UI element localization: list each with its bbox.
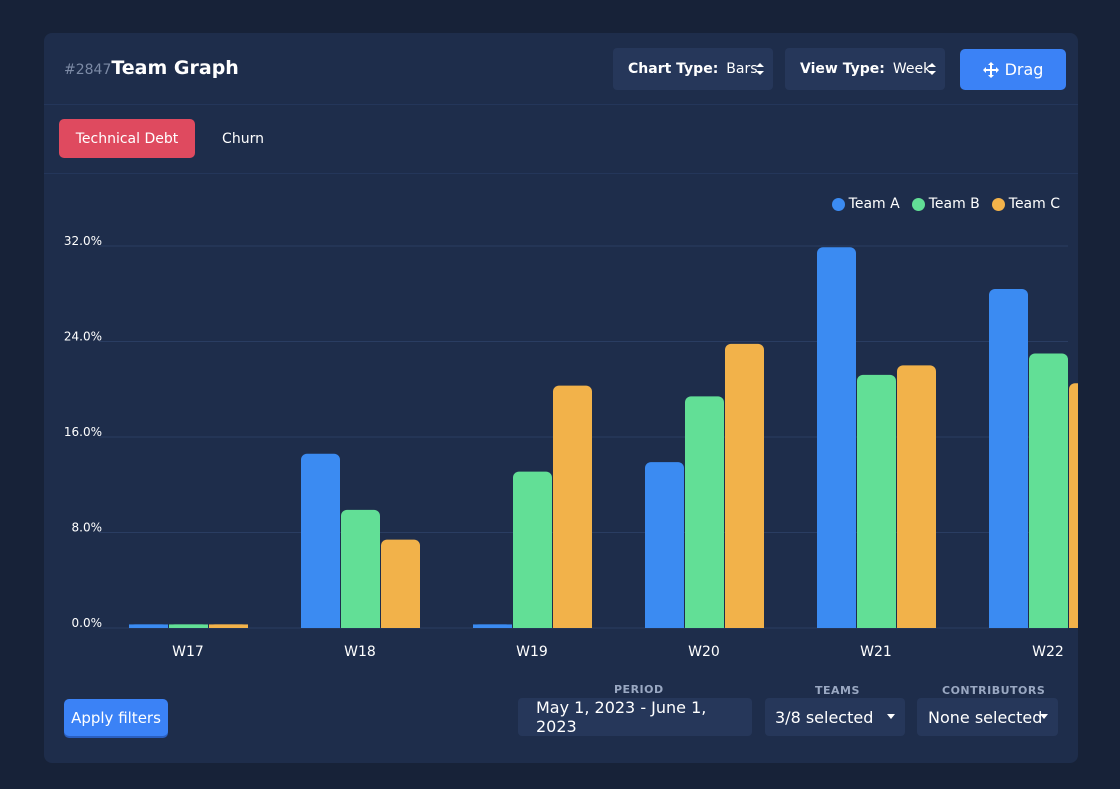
drag-button[interactable]: Drag xyxy=(960,49,1066,90)
period-label: PERIOD xyxy=(614,683,664,696)
bar-base xyxy=(685,622,724,628)
bar-base xyxy=(817,622,856,628)
bar-team-a-w18 xyxy=(301,453,340,628)
updown-icon xyxy=(928,63,936,75)
bar-base xyxy=(989,622,1028,628)
bar-base xyxy=(513,622,552,628)
bar-base xyxy=(209,624,248,628)
move-icon xyxy=(982,61,999,78)
chart-type-select[interactable]: Chart Type: Bars xyxy=(613,48,773,90)
bar-team-b-w22 xyxy=(1029,353,1068,628)
chevron-down-icon xyxy=(1040,714,1048,719)
bar-base xyxy=(473,624,512,628)
bar-team-c-w20 xyxy=(725,343,764,628)
bar-base xyxy=(169,624,208,628)
bar-base xyxy=(897,622,936,628)
view-type-select[interactable]: View Type: Week xyxy=(785,48,945,90)
bar-chart: 0.0% 8.0% 16.0% 24.0% 32.0% W17 W18 W19 W20 W21 W2… xyxy=(64,234,1078,660)
y-tick-label: 24.0% xyxy=(64,330,102,344)
drag-label: Drag xyxy=(1004,60,1044,79)
legend-item-team-c[interactable]: Team C xyxy=(991,196,1060,212)
bar-team-b-w21 xyxy=(857,374,896,628)
bar-base xyxy=(341,622,380,628)
bar-team-c-w21 xyxy=(897,365,936,628)
bar-team-c-w19 xyxy=(553,385,592,628)
legend-swatch xyxy=(911,197,925,211)
legend-swatch xyxy=(831,197,845,211)
bar-base xyxy=(553,622,592,628)
team-graph-card: #2847Team Graph Chart Type: Bars View Ty… xyxy=(44,33,1078,763)
bar-team-a-w22 xyxy=(989,288,1028,628)
legend-label: Team C xyxy=(1008,196,1060,212)
contributors-label: CONTRIBUTORS xyxy=(942,684,1046,697)
teams-value: 3/8 selected xyxy=(775,707,874,727)
legend-label: Team B xyxy=(928,196,980,212)
y-tick-label: 0.0% xyxy=(72,616,103,630)
x-tick-label: W19 xyxy=(516,644,548,660)
bar-team-b-w19 xyxy=(513,471,552,628)
period-picker[interactable]: May 1, 2023 - June 1, 2023 xyxy=(518,698,752,736)
bar-base xyxy=(129,624,168,628)
bar-base xyxy=(857,622,896,628)
y-tick-label: 32.0% xyxy=(64,234,102,248)
x-tick-label: W17 xyxy=(172,644,204,660)
chevron-down-icon xyxy=(887,714,895,719)
teams-label: TEAMS xyxy=(815,684,860,697)
bar-team-a-w21 xyxy=(817,247,856,628)
graph-id: #2847 xyxy=(64,62,112,78)
chart-legend: Team A Team B Team C xyxy=(831,196,1060,212)
bar-team-a-w20 xyxy=(645,462,684,628)
x-tick-label: W18 xyxy=(344,644,376,660)
updown-icon xyxy=(756,63,764,75)
bar-base xyxy=(1069,622,1078,628)
tab-bar: Technical Debt Churn xyxy=(44,105,1078,174)
chart-type-value: Bars xyxy=(726,61,758,77)
bar-base xyxy=(301,622,340,628)
y-tick-label: 16.0% xyxy=(64,425,102,439)
legend-label: Team A xyxy=(848,196,900,212)
card-header: #2847Team Graph Chart Type: Bars View Ty… xyxy=(44,33,1078,105)
bar-team-c-w18 xyxy=(381,539,420,628)
teams-select[interactable]: 3/8 selected xyxy=(765,698,905,736)
legend-swatch xyxy=(991,197,1005,211)
period-value: May 1, 2023 - June 1, 2023 xyxy=(536,698,707,736)
bar-base xyxy=(381,622,420,628)
tab-technical-debt[interactable]: Technical Debt xyxy=(59,119,195,158)
bar-base xyxy=(1029,622,1068,628)
bar-team-b-w18 xyxy=(341,509,380,628)
apply-filters-button[interactable]: Apply filters xyxy=(64,699,168,736)
y-tick-label: 8.0% xyxy=(72,521,103,535)
contributors-select[interactable]: None selected xyxy=(917,698,1058,736)
x-tick-label: W22 xyxy=(1032,644,1064,660)
view-type-value: Week xyxy=(892,61,932,77)
chart-type-label: Chart Type: xyxy=(628,61,719,77)
bar-base xyxy=(725,622,764,628)
x-tick-label: W20 xyxy=(688,644,720,660)
bar-team-c-w22 xyxy=(1069,383,1078,628)
legend-item-team-a[interactable]: Team A xyxy=(831,196,900,212)
contributors-value: None selected xyxy=(928,707,1043,727)
bar-team-b-w20 xyxy=(685,396,724,628)
bar-base xyxy=(645,622,684,628)
page-title: #2847Team Graph xyxy=(64,57,239,79)
graph-title: Team Graph xyxy=(111,57,239,79)
view-type-label: View Type: xyxy=(800,61,885,77)
x-tick-label: W21 xyxy=(860,644,892,660)
tab-churn[interactable]: Churn xyxy=(222,130,264,147)
legend-item-team-b[interactable]: Team B xyxy=(911,196,980,212)
